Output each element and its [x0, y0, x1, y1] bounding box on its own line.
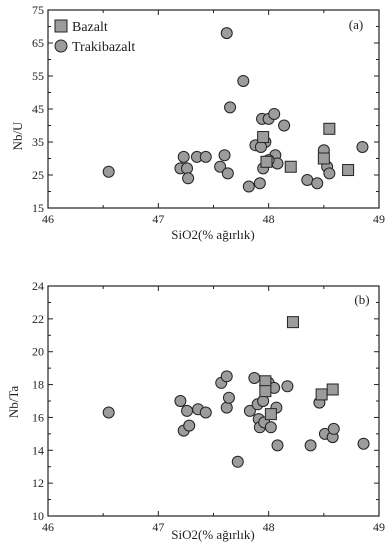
- x-tick-labels-a: 46 47 48 49: [42, 212, 385, 226]
- y-tick-label: 25: [32, 168, 44, 182]
- data-point-trakibazalt: [237, 74, 250, 87]
- data-point-bazalt: [315, 388, 328, 401]
- data-point-bazalt: [323, 122, 336, 135]
- tick-marks-b: [47, 285, 380, 517]
- x-tick-label: 49: [373, 212, 385, 226]
- y-tick-label: 16: [32, 410, 44, 424]
- data-point-bazalt: [284, 160, 297, 173]
- data-point-trakibazalt: [311, 177, 324, 190]
- x-tick-label: 47: [152, 212, 164, 226]
- data-point-bazalt: [326, 383, 339, 396]
- y-tick-label: 14: [32, 443, 44, 457]
- data-point-trakibazalt: [242, 180, 255, 193]
- x-tick-label: 49: [373, 520, 385, 534]
- data-point-bazalt: [342, 164, 355, 177]
- data-point-trakibazalt: [231, 455, 244, 468]
- data-point-trakibazalt: [243, 404, 256, 417]
- data-point-trakibazalt: [102, 406, 115, 419]
- panel-b: 10 12 14 16 18 20 22 24 46 47 48 49 (b) Nb/Ta SiO2…: [6, 279, 385, 542]
- y-tick-label: 18: [32, 378, 44, 392]
- y-tick-label: 35: [32, 135, 44, 149]
- legend-square-marker: [54, 19, 68, 33]
- data-point-trakibazalt: [222, 391, 235, 404]
- tick-marks-a: [47, 9, 380, 209]
- data-point-trakibazalt: [301, 173, 314, 186]
- data-point-trakibazalt: [183, 419, 196, 432]
- x-tick-label: 47: [152, 520, 164, 534]
- data-point-bazalt: [264, 408, 277, 421]
- data-point-trakibazalt: [220, 27, 233, 40]
- y-tick-label: 12: [32, 476, 44, 490]
- data-point-trakibazalt: [357, 437, 370, 450]
- y-tick-label: 45: [32, 102, 44, 116]
- legend: Bazalt Trakibazalt: [54, 19, 135, 55]
- x-tick-label: 48: [263, 212, 275, 226]
- data-points-a: [102, 27, 369, 193]
- data-point-bazalt: [317, 152, 330, 165]
- data-point-trakibazalt: [220, 401, 233, 414]
- data-point-trakibazalt: [218, 149, 231, 162]
- data-point-trakibazalt: [268, 107, 281, 120]
- x-tick-label: 46: [42, 212, 54, 226]
- data-point-bazalt: [259, 385, 272, 398]
- data-points-b: [102, 316, 370, 468]
- y-tick-label: 20: [32, 345, 44, 359]
- data-point-bazalt: [286, 316, 299, 329]
- panel-label-a: (a): [349, 17, 363, 32]
- data-point-trakibazalt: [199, 150, 212, 163]
- data-point-trakibazalt: [102, 165, 115, 178]
- legend-circle-marker: [54, 39, 68, 53]
- data-point-trakibazalt: [254, 140, 267, 153]
- data-point-trakibazalt: [248, 372, 261, 384]
- legend-label-bazalt: Bazalt: [72, 20, 108, 35]
- data-point-trakibazalt: [257, 395, 270, 407]
- data-point-trakibazalt: [271, 439, 284, 452]
- plot-frame-b: [47, 285, 380, 517]
- data-point-trakibazalt: [174, 395, 187, 407]
- data-point-trakibazalt: [181, 404, 194, 417]
- data-point-trakibazalt: [199, 406, 212, 419]
- data-point-trakibazalt: [181, 162, 194, 175]
- data-point-trakibazalt: [323, 167, 336, 180]
- data-point-trakibazalt: [224, 101, 237, 114]
- y-tick-label: 75: [32, 3, 44, 17]
- x-axis-label-a: SiO2(% ağırlık): [171, 227, 254, 242]
- x-axis-label-b: SiO2(% ağırlık): [171, 527, 254, 542]
- y-tick-label: 10: [32, 509, 44, 523]
- y-tick-label: 22: [32, 312, 44, 326]
- data-point-trakibazalt: [281, 380, 294, 393]
- data-point-bazalt: [257, 131, 270, 144]
- y-axis-label-b: Nb/Ta: [6, 386, 21, 419]
- y-tick-labels-a: 15 25 35 45 55 65 75: [32, 3, 44, 215]
- data-point-trakibazalt: [304, 439, 317, 452]
- x-tick-label: 46: [42, 520, 54, 534]
- data-point-trakibazalt: [327, 422, 340, 435]
- y-tick-label: 55: [32, 69, 44, 83]
- panel-label-b: (b): [354, 292, 369, 307]
- data-point-trakibazalt: [264, 421, 277, 434]
- data-point-trakibazalt: [278, 119, 291, 132]
- data-point-trakibazalt: [182, 172, 195, 185]
- y-axis-label-a: Nb/U: [10, 121, 25, 151]
- y-tick-label: 15: [32, 201, 44, 215]
- x-tick-label: 48: [263, 520, 275, 534]
- data-point-trakibazalt: [356, 140, 369, 153]
- data-point-trakibazalt: [214, 160, 227, 173]
- panel-a: 15 25 35 45 55 65 75 46 47 48 49 (a) Bazalt Traki…: [10, 3, 385, 242]
- x-tick-labels-b: 46 47 48 49: [42, 520, 385, 534]
- y-tick-label: 65: [32, 36, 44, 50]
- data-point-trakibazalt: [220, 370, 233, 383]
- y-tick-labels-b: 10 12 14 16 18 20 22 24: [32, 279, 44, 523]
- data-point-bazalt: [260, 155, 273, 168]
- data-point-trakibazalt: [221, 167, 234, 180]
- data-point-trakibazalt: [253, 177, 266, 190]
- data-point-trakibazalt: [177, 150, 190, 163]
- legend-label-trakibazalt: Trakibazalt: [72, 40, 135, 55]
- data-point-bazalt: [259, 375, 272, 388]
- y-tick-label: 24: [32, 279, 44, 293]
